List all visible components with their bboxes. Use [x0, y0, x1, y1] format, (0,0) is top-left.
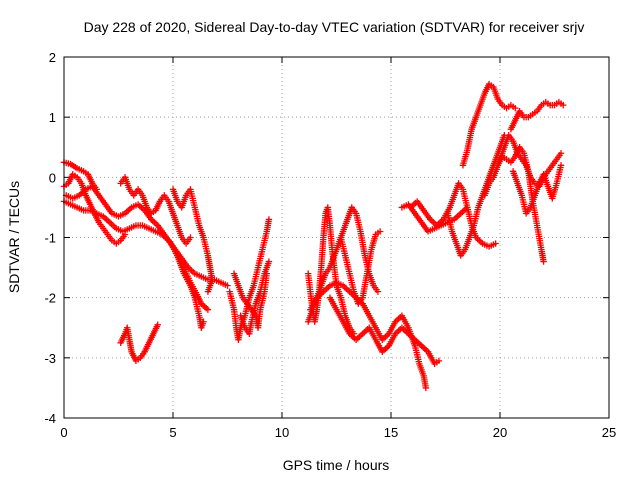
y-tick-label: 2	[49, 50, 56, 65]
series-track-15	[326, 294, 443, 368]
series-track-24	[509, 162, 565, 217]
chart-title: Day 228 of 2020, Sidereal Day-to-day VTE…	[84, 19, 585, 35]
y-tick-label: -1	[44, 231, 56, 246]
series-track-20	[459, 80, 519, 169]
data-point	[265, 216, 273, 223]
series-track-21	[507, 98, 567, 133]
data-point	[557, 150, 565, 157]
series-track-7	[174, 252, 207, 331]
data-point	[512, 104, 519, 112]
data-point	[540, 258, 547, 265]
series-track-11	[237, 258, 273, 337]
data-point	[492, 240, 499, 247]
y-tick-label: 0	[49, 170, 56, 185]
data-point	[121, 231, 129, 238]
series-track-8	[117, 321, 161, 365]
series-track-14	[307, 279, 430, 392]
x-tick-label: 20	[493, 425, 507, 440]
y-tick-label: -2	[44, 291, 56, 306]
x-tick-label: 0	[60, 425, 67, 440]
data-point	[204, 306, 212, 313]
y-axis-label: SDTVAR / TECUs	[6, 181, 22, 293]
data-point	[422, 384, 430, 392]
data-point	[187, 234, 194, 241]
series-track-16	[337, 228, 384, 307]
grid	[64, 57, 609, 418]
series-track-6	[169, 186, 216, 295]
x-axis-label: GPS time / hours	[283, 457, 390, 473]
data-point	[154, 321, 161, 328]
data-point	[204, 288, 212, 295]
data-point	[200, 318, 207, 325]
plot-frame	[63, 56, 610, 419]
data-point	[560, 101, 567, 109]
data-point	[265, 258, 273, 265]
series-track-9	[226, 216, 273, 343]
data-point	[435, 357, 443, 365]
data-point	[376, 228, 384, 235]
data-points	[60, 80, 567, 392]
x-tick-label: 15	[384, 425, 398, 440]
y-tick-label: -4	[44, 411, 56, 426]
x-tick-label: 5	[169, 425, 176, 440]
tick-labels: 0 5 10 15 20 25 -4 -3 -2 -1 0 1 2	[44, 50, 616, 440]
data-point	[374, 288, 382, 295]
series-track-5	[117, 174, 194, 247]
data-point	[224, 282, 231, 289]
x-tick-label: 10	[275, 425, 289, 440]
y-tick-label: -3	[44, 351, 56, 366]
y-tick-label: 1	[49, 110, 56, 125]
series-track-4	[62, 183, 212, 313]
series-track-3	[60, 171, 129, 247]
data-point	[557, 162, 565, 169]
x-tick-label: 25	[602, 425, 616, 440]
